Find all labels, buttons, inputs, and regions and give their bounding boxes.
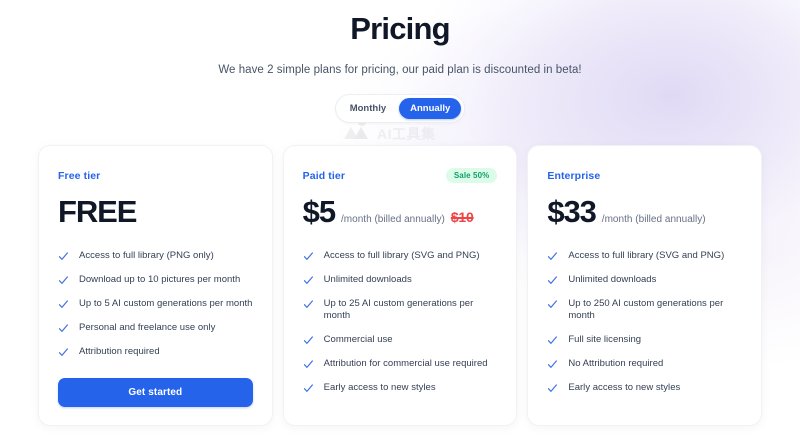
toggle-option-annually[interactable]: Annually [399,97,462,119]
feature-item: Access to full library (SVG and PNG) [303,250,498,262]
pricing-plans-container: Free tier FREE Access to full library (PNG… [0,144,800,427]
check-icon [58,347,69,358]
feature-text: Unlimited downloads [323,274,412,286]
plan-billing-period: /month (billed annually) [601,213,706,225]
sale-badge: Sale 50% [445,168,498,184]
check-icon [303,383,314,394]
check-icon [547,251,558,262]
feature-text: Access to full library (SVG and PNG) [323,250,480,262]
feature-item: Attribution for commercial use required [303,358,498,370]
plan-price: FREE [58,193,137,229]
feature-text: Up to 5 AI custom generations per month [79,298,253,310]
watermark-cjk-text: AI工具集 [377,126,436,142]
feature-item: Unlimited downloads [303,274,498,286]
feature-text: Up to 250 AI custom generations per mont… [568,298,724,322]
page-subtitle: We have 2 simple plans for pricing, our … [218,63,582,76]
feature-text: Up to 25 AI custom generations per month [323,298,474,322]
feature-item: Commercial use [303,334,498,346]
plan-header: Paid tier Sale 50% [303,168,498,184]
plan-card: Paid tier Sale 50% $5/month (billed annual… [282,144,518,427]
check-icon [303,359,314,370]
feature-text: Access to full library (PNG only) [79,250,214,262]
check-icon [303,275,314,286]
page-title: Pricing [350,11,450,46]
plan-price-row: $5/month (billed annually) $10 [302,193,498,229]
plan-header: Free tier [58,168,253,184]
plan-billing-period: /month (billed annually) [340,213,445,225]
check-icon [58,323,69,334]
feature-item: Early access to new styles [303,382,498,394]
feature-text: Early access to new styles [568,381,681,393]
check-icon [303,335,314,346]
feature-text: Commercial use [323,333,393,345]
feature-text: No Attribution required [568,357,664,369]
plan-feature-list: Access to full library (SVG and PNG) Unli… [303,250,498,394]
get-started-button[interactable]: Get started [58,378,253,408]
feature-item: Full site licensing [547,334,742,346]
billing-period-toggle[interactable]: Monthly Annually [334,93,466,123]
plan-original-price: $10 [450,208,474,225]
feature-text: Personal and freelance use only [79,322,216,334]
toggle-option-monthly[interactable]: Monthly [349,102,387,114]
plan-price-row: FREE [58,193,253,229]
plan-price-row: $33/month (billed annually) [547,193,742,229]
feature-item: Access to full library (PNG only) [58,250,253,262]
plan-cta-container: Get started [58,358,253,408]
feature-text: Early access to new styles [323,381,436,393]
plan-name: Paid tier [302,169,346,182]
plan-price: $33 [547,193,597,229]
check-icon [547,275,558,286]
feature-item: Download up to 10 pictures per month [58,274,253,286]
check-icon [547,359,558,370]
check-icon [547,383,558,394]
feature-text: Attribution for commercial use required [323,357,488,369]
check-icon [303,251,314,262]
check-icon [58,299,69,310]
plan-feature-list: Access to full library (SVG and PNG) Unli… [547,250,742,394]
plan-header: Enterprise [547,168,742,184]
feature-item: Unlimited downloads [547,274,742,286]
feature-text: Attribution required [79,346,160,358]
feature-item: Access to full library (SVG and PNG) [547,250,742,262]
plan-feature-list: Access to full library (PNG only) Downloa… [58,250,253,358]
check-icon [303,299,314,310]
feature-item: Up to 5 AI custom generations per month [58,298,253,310]
feature-text: Unlimited downloads [568,274,657,286]
feature-item: Attribution required [58,346,253,358]
feature-text: Access to full library (SVG and PNG) [568,250,725,262]
feature-text: Download up to 10 pictures per month [79,274,241,286]
plan-card: Free tier FREE Access to full library (PNG… [38,144,273,427]
feature-text: Full site licensing [568,333,642,345]
feature-item: No Attribution required [547,358,742,370]
plan-name: Enterprise [547,169,601,182]
feature-item: Up to 250 AI custom generations per mont… [547,298,742,322]
check-icon [58,275,69,286]
feature-item: Up to 25 AI custom generations per month [303,298,498,322]
plan-card: Enterprise $33/month (billed annually) Acc… [527,144,763,427]
check-icon [547,335,558,346]
pricing-header: Pricing We have 2 simple plans for prici… [0,0,800,123]
plan-name: Free tier [58,169,101,182]
plan-price: $5 [302,193,336,229]
check-icon [58,251,69,262]
feature-item: Early access to new styles [547,382,742,394]
feature-item: Personal and freelance use only [58,322,253,334]
check-icon [547,299,558,310]
